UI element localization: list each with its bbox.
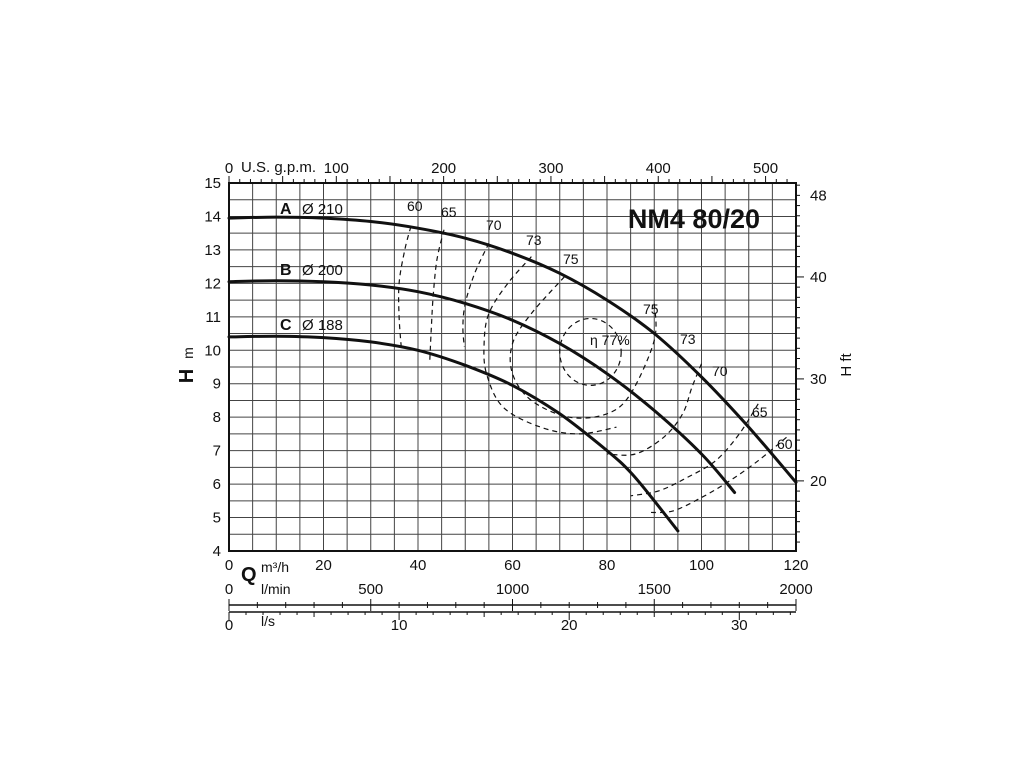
ls-tick-label: 10 xyxy=(391,617,408,634)
plot-frame xyxy=(228,182,797,552)
eff-line-left-73 xyxy=(483,256,617,435)
eff-label-left-70: 70 xyxy=(486,217,502,233)
x-tick-label: 60 xyxy=(504,557,521,574)
curve-a xyxy=(227,215,798,484)
eff-label-peak: η 77% xyxy=(590,332,630,348)
eff-label-right-65: 65 xyxy=(752,404,768,420)
eff-label-right-60: 60 xyxy=(777,436,793,452)
x-tick-label: 40 xyxy=(410,557,427,574)
x-tick-label: 0 xyxy=(225,557,233,574)
lmin-tick-label: 0 xyxy=(225,581,233,598)
lmin-tick-label: 2000 xyxy=(779,581,812,598)
top-tick-label: 500 xyxy=(753,160,778,177)
eff-line-right-65 xyxy=(630,403,759,497)
eff-line-right-60 xyxy=(649,436,787,514)
performance-curves xyxy=(227,215,798,533)
curve-b-letter: B xyxy=(280,262,292,279)
top-tick-label: 300 xyxy=(538,160,563,177)
x-tick-label: 20 xyxy=(315,557,332,574)
ls-tick-label: 0 xyxy=(225,617,233,634)
ls-tick-label: 20 xyxy=(561,617,578,634)
curve-c xyxy=(227,334,680,533)
ls-tick-label: 30 xyxy=(731,617,748,634)
curve-b xyxy=(227,279,737,494)
eff-label-right-75: 75 xyxy=(643,301,659,317)
lmin-tick-label: 1500 xyxy=(638,581,671,598)
efficiency-contours xyxy=(397,226,787,514)
y-tick-label: 8 xyxy=(213,409,221,426)
y-tick-label: 6 xyxy=(213,476,221,493)
y-tick-label: 12 xyxy=(204,275,221,292)
y-tick-label: 10 xyxy=(204,342,221,359)
y-tick-label: 7 xyxy=(213,443,221,460)
x-tick-label: 80 xyxy=(599,557,616,574)
eff-label-left-60: 60 xyxy=(407,198,423,214)
y-axis-letter: H xyxy=(176,369,198,383)
eff-label-right-70: 70 xyxy=(712,363,728,379)
eff-line-right-70 xyxy=(606,363,703,456)
eff-line-left-60 xyxy=(397,226,412,351)
curve-c-letter: C xyxy=(280,317,292,334)
lmin-tick-label: 1000 xyxy=(496,581,529,598)
y-tick-label: 4 xyxy=(213,543,221,560)
y-tick-label: 5 xyxy=(213,510,221,527)
top-tick-label: 400 xyxy=(646,160,671,177)
ls-axis-label: l/s xyxy=(261,613,275,629)
x-tick-label: 120 xyxy=(783,557,808,574)
right-tick-label: 40 xyxy=(810,269,827,286)
right-tick-label: 30 xyxy=(810,371,827,388)
eff-line-left-65 xyxy=(429,229,445,361)
eff-label-right-73: 73 xyxy=(680,331,696,347)
curve-a-diameter: Ø 210 xyxy=(302,201,343,218)
x-axis-unit: m³/h xyxy=(261,559,289,575)
curve-b-diameter: Ø 200 xyxy=(302,262,343,279)
eff-line-left-70 xyxy=(462,242,490,347)
curve-label-b: B Ø 200 xyxy=(280,262,343,279)
eff-line-left-75 xyxy=(509,276,657,419)
curve-label-c: C Ø 188 xyxy=(280,317,343,334)
eff-ring-77 xyxy=(559,317,622,386)
y-tick-label: 14 xyxy=(204,208,221,225)
x-axis-letter: Q xyxy=(241,564,257,586)
grid-lines xyxy=(229,183,796,551)
eff-label-left-75: 75 xyxy=(563,251,579,267)
curve-label-a: A Ø 210 xyxy=(280,201,343,218)
chart-title: NM4 80/20 xyxy=(628,204,760,234)
y-tick-label: 11 xyxy=(205,309,221,326)
right-tick-label: 20 xyxy=(810,473,827,490)
right-axis-label: H ft xyxy=(838,353,855,377)
curve-c-diameter: Ø 188 xyxy=(302,317,343,334)
top-tick-label: 200 xyxy=(431,160,456,177)
y-tick-label: 15 xyxy=(204,175,221,192)
curve-a-letter: A xyxy=(280,201,292,218)
top-axis-label: U.S. g.p.m. xyxy=(241,159,316,176)
right-tick-label: 48 xyxy=(810,187,827,204)
eff-label-left-65: 65 xyxy=(441,204,457,220)
axis-ticks xyxy=(228,176,804,620)
x-tick-label: 100 xyxy=(689,557,714,574)
eff-label-left-73: 73 xyxy=(526,232,542,248)
top-tick-label: 0 xyxy=(225,160,233,177)
y-axis-unit: m xyxy=(180,347,196,359)
lmin-axis-label: l/min xyxy=(261,581,291,597)
y-tick-label: 13 xyxy=(204,242,221,259)
y-tick-label: 9 xyxy=(213,376,221,393)
top-tick-label: 100 xyxy=(324,160,349,177)
lmin-tick-label: 500 xyxy=(358,581,383,598)
efficiency-labels: 60 65 70 73 75 η 77% 75 73 70 65 60 xyxy=(407,198,793,452)
